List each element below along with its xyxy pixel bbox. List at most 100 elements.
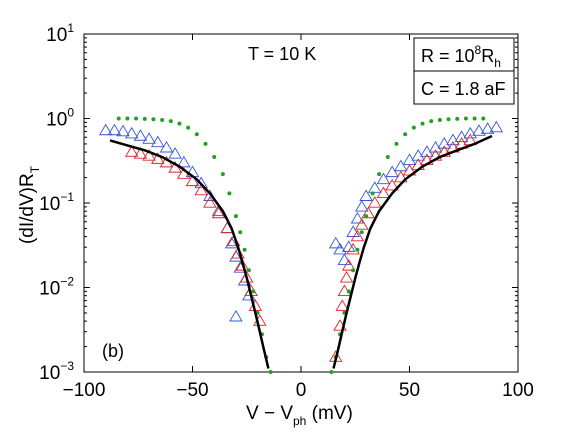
y-tick-label: 10−2 [39,275,74,300]
legend-box: R = 108Rh C = 1.8 aF [413,37,515,105]
data-point-triangle [437,137,452,149]
data-point-dot [359,230,364,235]
data-point-dot [177,121,182,126]
data-marks [98,116,504,374]
data-point-dot [437,117,442,122]
data-point-triangle [142,149,156,161]
data-point-dot [134,116,139,121]
legend-line-capacitance: C = 1.8 aF [421,79,506,99]
data-point-dot [446,117,451,122]
data-point-triangle [194,183,208,196]
panel-label: (b) [102,341,124,361]
data-point-triangle [168,147,182,159]
y-tick-label: 10−1 [39,190,74,215]
data-point-dot [203,141,208,146]
data-point-dot [220,172,225,177]
x-axis-label: V − Vph (mV) [246,403,353,428]
data-point-dot [168,119,173,124]
data-point-triangle [150,152,165,164]
data-point-triangle [142,132,156,144]
temperature-label: T = 10 K [248,44,316,64]
data-point-dot [246,268,251,273]
data-point-dot [233,214,238,219]
data-point-dot [238,230,243,235]
y-tick-label: 10−3 [39,359,74,384]
data-point-triangle [361,206,376,219]
legend-line-resistance: R = 108Rh [421,43,501,70]
data-point-dot [377,172,382,177]
data-point-triangle [116,124,130,137]
data-point-triangle [472,124,486,136]
data-point-triangle [480,122,495,134]
y-tick-label: 101 [46,21,74,46]
data-point-triangle [339,270,354,283]
data-point-triangle [98,123,113,136]
data-point-triangle [328,236,343,249]
data-point-triangle [335,299,350,311]
data-point-triangle [211,206,226,219]
data-point-triangle [350,229,365,242]
x-tick-label: 50 [399,380,420,401]
data-point-dot [242,247,247,252]
data-point-dot [160,117,165,122]
data-point-dot [355,247,360,252]
x-tick-label: 100 [502,380,534,401]
data-point-dot [351,268,356,273]
data-point-triangle [337,253,352,265]
data-point-dot [411,125,416,130]
series-line [109,139,270,369]
data-point-dot [429,119,434,124]
data-point-dot [385,155,390,160]
data-point-triangle [376,172,391,185]
data-point-dot [251,289,256,294]
data-point-dot [370,191,375,196]
data-point-triangle [231,246,245,259]
data-point-triangle [394,170,408,183]
series-3 [109,139,270,369]
series-line [332,134,493,369]
data-point-dot [212,155,217,160]
data-point-dot [125,116,130,121]
data-point-triangle [333,242,347,255]
data-point-dot [227,191,232,196]
data-point-triangle [235,259,250,271]
data-point-triangle [367,181,382,193]
data-point-triangle [150,135,165,148]
x-tick-label: −100 [63,380,106,401]
data-point-triangle [376,186,391,199]
data-point-triangle [359,189,373,201]
data-point-triangle [133,147,148,159]
data-point-triangle [354,199,369,212]
x-tick-label: −50 [176,380,208,401]
data-point-dot [194,132,199,137]
series-4 [332,134,493,369]
y-tick-label: 100 [46,106,74,131]
data-point-triangle [350,211,365,224]
data-point-dot [394,141,399,146]
data-point-dot [329,370,334,374]
data-point-triangle [385,178,399,191]
data-point-dot [364,214,369,219]
data-point-dot [186,125,191,130]
data-point-triangle [124,145,139,157]
axis-ticks [83,33,519,373]
axis-tick-labels: −100 −50 0 50 100 10−3 10−2 10−1 100 101 [39,21,534,401]
data-point-triangle [489,120,504,133]
data-point-dot [151,117,156,122]
data-point-triangle [454,130,469,142]
data-point-triangle [224,236,239,249]
data-point-dot [463,116,468,121]
data-point-dot [455,116,460,121]
x-tick-label: 0 [296,380,307,401]
data-point-dot [116,116,121,121]
data-point-triangle [124,126,139,139]
data-point-triangle [229,309,243,322]
data-point-triangle [185,174,200,187]
data-point-dot [142,116,147,121]
data-point-triangle [177,155,191,168]
data-point-triangle [385,165,399,178]
data-point-triangle [367,196,382,208]
data-point-triangle [346,225,360,237]
data-point-triangle [159,140,174,153]
y-axis-label: (dI/dV)RT [17,165,42,244]
